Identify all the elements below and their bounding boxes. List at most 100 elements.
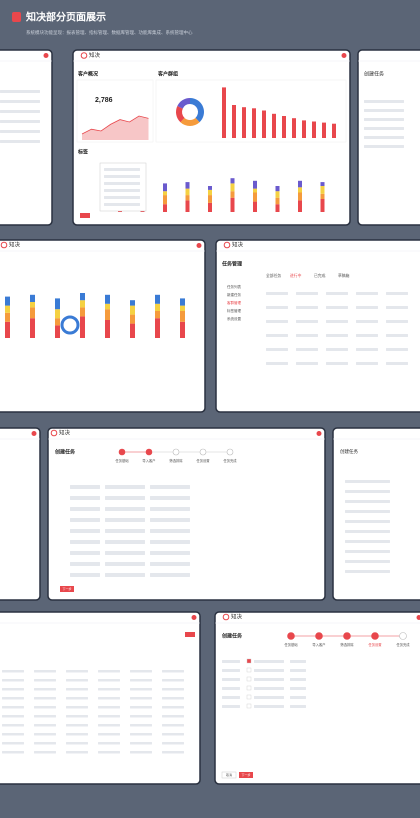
card	[0, 239, 206, 413]
stack-segment	[208, 202, 212, 212]
logo	[222, 613, 230, 621]
bar	[322, 122, 326, 138]
button[interactable]	[185, 632, 195, 637]
placeholder	[150, 518, 190, 522]
tab[interactable]: 全部任务	[266, 273, 281, 278]
placeholder	[34, 679, 56, 682]
stack-segment	[185, 188, 190, 196]
menu-item[interactable]: 新建任务	[227, 292, 241, 297]
stack-segment	[5, 305, 10, 313]
bar	[312, 121, 316, 138]
bar	[292, 118, 296, 138]
page-title: 知决部分页面展示	[25, 11, 106, 24]
placeholder	[66, 697, 88, 700]
stack-segment	[130, 300, 135, 306]
button[interactable]	[221, 771, 237, 779]
step-dot	[226, 448, 234, 456]
logo	[223, 241, 231, 249]
stack-segment	[253, 201, 257, 212]
placeholder	[66, 733, 88, 736]
panel	[155, 79, 347, 143]
placeholder	[98, 679, 120, 682]
placeholder	[34, 715, 56, 718]
stack-segment	[163, 191, 167, 196]
stack-segment	[275, 197, 280, 205]
placeholder	[266, 320, 288, 323]
placeholder	[290, 696, 306, 699]
avatar	[43, 53, 49, 58]
placeholder	[356, 306, 378, 309]
placeholder	[345, 530, 390, 533]
section-title: 客户群组	[157, 70, 178, 77]
stack-segment	[163, 183, 167, 192]
tab[interactable]: 草稿箱	[338, 273, 350, 278]
stack-segment	[320, 199, 325, 212]
stack-segment	[298, 192, 302, 201]
stack-segment	[230, 197, 235, 212]
placeholder	[0, 90, 40, 93]
checkbox	[246, 667, 252, 673]
button[interactable]	[60, 586, 74, 592]
stack-segment	[163, 204, 167, 212]
placeholder	[254, 687, 284, 690]
placeholder	[296, 362, 318, 365]
button[interactable]	[239, 772, 253, 778]
stack-segment	[105, 309, 110, 320]
placeholder	[290, 669, 306, 672]
placeholder	[98, 697, 120, 700]
stack-segment	[208, 189, 212, 196]
stack-segment	[320, 186, 325, 194]
stack-segment	[80, 300, 85, 308]
placeholder	[98, 742, 120, 745]
placeholder	[222, 696, 240, 699]
bar	[282, 116, 286, 138]
checkbox	[246, 658, 252, 664]
menu-item[interactable]: 任务列表	[227, 284, 241, 289]
stack-segment	[30, 302, 35, 308]
placeholder	[104, 182, 140, 185]
stack-segment	[105, 303, 110, 310]
stack-segment	[253, 192, 257, 202]
placeholder	[386, 348, 408, 351]
placeholder	[345, 560, 390, 563]
placeholder	[98, 724, 120, 727]
stack-segment	[185, 195, 190, 201]
placeholder	[130, 670, 152, 673]
stack-segment	[320, 182, 325, 186]
placeholder	[386, 334, 408, 337]
placeholder	[2, 715, 24, 718]
placeholder	[105, 540, 145, 544]
menu-item[interactable]: 系统设置	[227, 316, 241, 321]
card-title: 创建任务	[54, 448, 76, 455]
section-title: 客户概况	[77, 70, 98, 77]
menu-item[interactable]: 客群管理	[227, 300, 241, 305]
placeholder	[98, 670, 120, 673]
placeholder	[2, 724, 24, 727]
placeholder	[345, 570, 390, 573]
card-title: 任务管理	[221, 260, 242, 267]
placeholder	[2, 679, 24, 682]
bar	[332, 123, 336, 138]
placeholder	[70, 496, 100, 500]
placeholder	[70, 507, 100, 511]
stack-segment	[208, 195, 212, 203]
stack-segment	[155, 303, 160, 311]
button[interactable]	[80, 213, 90, 218]
placeholder	[34, 733, 56, 736]
placeholder	[0, 120, 40, 123]
placeholder	[290, 678, 306, 681]
tab[interactable]: 进行中	[290, 273, 302, 278]
placeholder	[130, 715, 152, 718]
placeholder	[66, 679, 88, 682]
placeholder	[66, 751, 88, 754]
menu-item[interactable]: 标签管理	[227, 308, 241, 313]
tab[interactable]: 已完成	[314, 273, 326, 278]
stack-segment	[320, 193, 325, 199]
placeholder	[104, 168, 140, 171]
placeholder	[254, 678, 284, 681]
stack-segment	[185, 200, 190, 212]
placeholder	[290, 705, 306, 708]
placeholder	[0, 130, 40, 133]
brand: 知决	[231, 612, 243, 620]
stack-segment	[155, 318, 160, 338]
